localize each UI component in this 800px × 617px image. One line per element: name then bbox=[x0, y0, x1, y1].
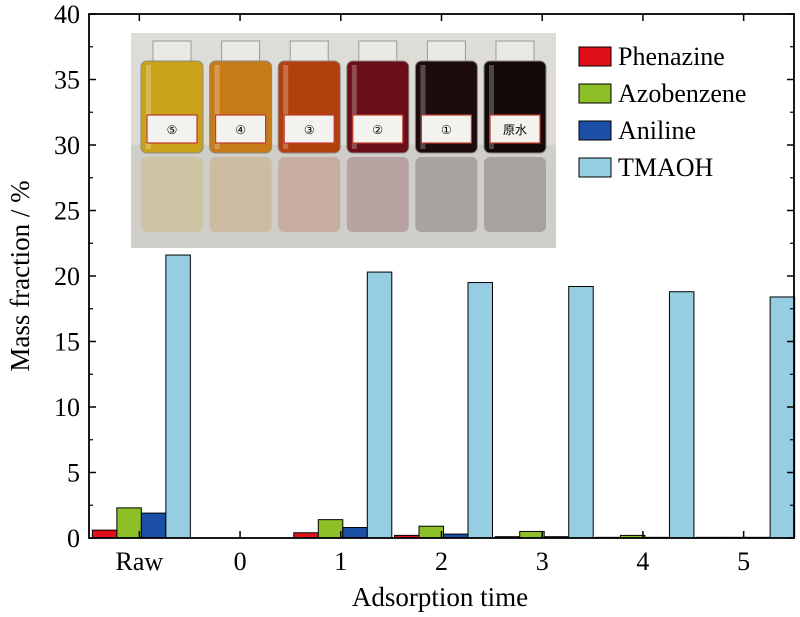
vial-highlight bbox=[420, 65, 426, 149]
y-tick-label: 0 bbox=[67, 524, 80, 553]
vial-label-text: ① bbox=[441, 123, 452, 137]
vial-reflection bbox=[278, 157, 341, 232]
vial-label bbox=[146, 114, 198, 144]
vial-neck bbox=[289, 40, 329, 62]
bar-tmaoh bbox=[366, 271, 393, 539]
x-tick-label: 3 bbox=[536, 547, 549, 576]
y-tick-label: 35 bbox=[54, 66, 80, 95]
photo-table-surface bbox=[131, 144, 556, 248]
legend-swatch-aniline bbox=[578, 120, 612, 141]
vial-highlight bbox=[489, 65, 494, 149]
vial-reflection bbox=[346, 157, 409, 232]
y-tick-label: 30 bbox=[54, 131, 80, 160]
y-tick-label: 25 bbox=[54, 197, 80, 226]
legend-label: TMAOH bbox=[618, 153, 714, 182]
vial-neck bbox=[221, 40, 261, 62]
vial-neck bbox=[495, 40, 535, 62]
vial-label bbox=[489, 114, 541, 144]
vial: ③ bbox=[277, 40, 341, 232]
vial-highlight bbox=[351, 65, 357, 149]
legend: Phenazine Azobenzene Aniline TMAOH bbox=[578, 42, 746, 182]
y-tick-label: 20 bbox=[54, 262, 80, 291]
bar-tmaoh bbox=[769, 296, 796, 539]
bar-azobenzene bbox=[418, 525, 444, 539]
y-tick-label: 10 bbox=[54, 393, 80, 422]
vial-reflection bbox=[209, 157, 272, 232]
x-tick-label: 0 bbox=[234, 547, 247, 576]
vial: ① bbox=[414, 40, 478, 232]
bar-tmaoh bbox=[568, 285, 594, 539]
vial: ② bbox=[346, 40, 410, 232]
vial-label bbox=[283, 114, 335, 144]
x-tick-label: Raw bbox=[116, 547, 164, 576]
y-tick-label: 15 bbox=[54, 328, 80, 357]
legend-swatch-tmaoh bbox=[578, 157, 612, 178]
bars-layer bbox=[91, 254, 796, 539]
bar-azobenzene bbox=[519, 530, 545, 539]
vial: ④ bbox=[209, 40, 273, 232]
vial-highlight bbox=[283, 65, 289, 149]
vial-label-text: ③ bbox=[304, 123, 315, 137]
vial-label-text: ② bbox=[372, 123, 383, 137]
vial-label-text: ④ bbox=[235, 123, 246, 137]
x-tick-label: 2 bbox=[435, 547, 448, 576]
vial: 原水 bbox=[483, 40, 547, 232]
x-axis: Raw 0 1 2 3 4 5 bbox=[116, 14, 750, 576]
x-tick-label: 5 bbox=[737, 547, 750, 576]
bar-tmaoh bbox=[668, 291, 695, 539]
y-axis: 0 5 10 15 20 25 30 35 40 bbox=[54, 0, 794, 553]
bar-phenazine bbox=[91, 529, 118, 539]
bar-aniline bbox=[342, 527, 368, 539]
bar-tmaoh bbox=[165, 254, 191, 539]
vial-neck bbox=[426, 40, 466, 62]
vial-neck bbox=[152, 40, 192, 62]
legend-swatch-azobenzene bbox=[578, 83, 612, 104]
bar-azobenzene bbox=[116, 507, 142, 539]
legend-label: Phenazine bbox=[618, 42, 725, 71]
vial-highlight bbox=[146, 65, 151, 149]
vial-label bbox=[420, 114, 472, 144]
vial-neck bbox=[358, 40, 398, 62]
legend-swatch-phenazine bbox=[578, 46, 612, 67]
bar-aniline bbox=[140, 512, 167, 539]
y-axis-label: Mass fraction / % bbox=[5, 180, 35, 371]
y-tick-label: 5 bbox=[67, 459, 80, 488]
vial-reflection bbox=[484, 157, 546, 232]
vial-label bbox=[352, 114, 404, 144]
legend-label: Aniline bbox=[618, 116, 696, 145]
bar-azobenzene bbox=[317, 519, 344, 539]
vial-reflection bbox=[415, 157, 478, 232]
legend-label: Azobenzene bbox=[618, 79, 746, 108]
vial: ⑤ bbox=[140, 40, 204, 232]
bar-tmaoh bbox=[467, 282, 493, 539]
vial-highlight bbox=[214, 65, 220, 149]
vial-label bbox=[215, 114, 267, 144]
y-tick-label: 40 bbox=[54, 0, 80, 29]
inset-photo: ⑤ ④ ③ ② ① 原水 bbox=[131, 33, 556, 248]
vial-label-text: 原水 bbox=[503, 123, 527, 137]
x-axis-label: Adsorption time bbox=[352, 582, 528, 612]
x-tick-label: 1 bbox=[334, 547, 347, 576]
x-tick-label: 4 bbox=[636, 547, 649, 576]
vial-reflection bbox=[141, 157, 203, 232]
vial-label-text: ⑤ bbox=[167, 123, 178, 137]
